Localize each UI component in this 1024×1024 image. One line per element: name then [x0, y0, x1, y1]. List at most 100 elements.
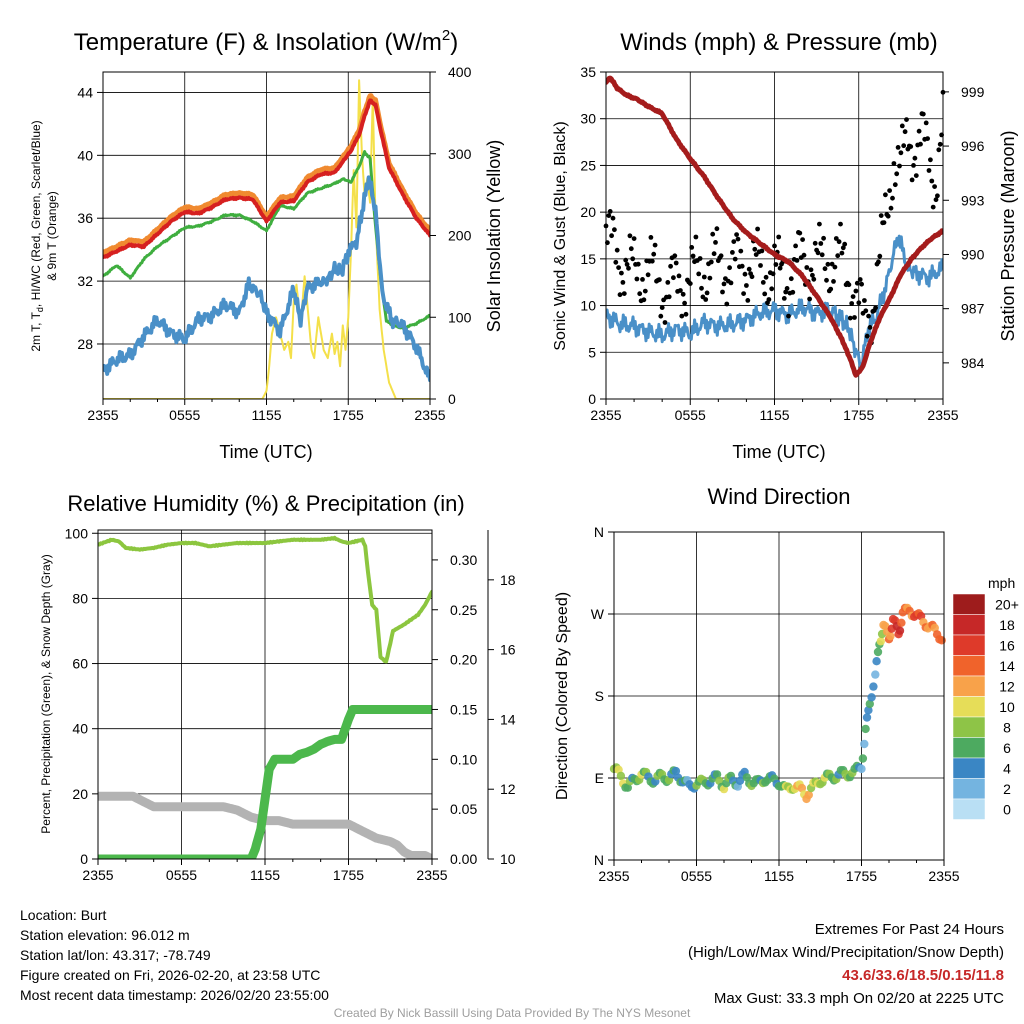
right-tick-label: 300: [448, 146, 472, 162]
gust-point: [606, 213, 612, 219]
gust-point: [832, 264, 838, 270]
gust-point: [918, 141, 923, 147]
gust-point: [929, 178, 935, 184]
gust-point: [810, 272, 815, 278]
extremes-title: Extremes For Past 24 Hours: [814, 921, 1004, 938]
gust-point: [739, 263, 745, 269]
gust-point: [703, 297, 709, 302]
wind-direction-x-ticks: 2355 0555 1155 1755 2355: [598, 860, 960, 884]
right-tick-label: 0.25: [450, 602, 477, 618]
colorbar-label: 8: [1003, 719, 1011, 735]
right-tick-label: 16: [500, 642, 516, 658]
gust-point: [928, 157, 933, 163]
gust-point: [672, 253, 678, 259]
gust-point: [793, 243, 798, 249]
gust-point: [862, 298, 867, 303]
gust-point: [708, 259, 714, 265]
gust-point: [932, 184, 937, 190]
x-tick-label: 0555: [169, 407, 200, 423]
humidity-title: Relative Humidity (%) & Precipitation (i…: [67, 491, 464, 516]
direction-point: [623, 783, 632, 792]
gust-point: [852, 315, 857, 320]
temperature-right-ticks: 0 100 200 300 400: [430, 64, 472, 407]
gust-point: [721, 281, 727, 287]
x-tick-label: 2355: [82, 867, 113, 883]
gust-point: [811, 276, 817, 282]
direction-point: [862, 713, 872, 722]
gust-point: [817, 221, 822, 227]
right-tick-label: 10: [500, 851, 516, 867]
gust-point: [763, 274, 769, 280]
gust-point: [800, 237, 805, 243]
right-tick-label: 0.10: [450, 751, 477, 767]
gust-point: [682, 300, 687, 306]
gust-point: [699, 285, 704, 291]
gust-point: [923, 120, 929, 126]
direction-point: [869, 682, 878, 691]
gust-point: [641, 297, 647, 303]
gust-point: [916, 128, 922, 134]
gust-point: [766, 297, 772, 302]
gust-point: [624, 262, 630, 267]
gust-point: [895, 145, 901, 150]
2m-t-line: [103, 98, 430, 260]
gust-point: [902, 129, 908, 135]
gust-point: [937, 141, 943, 147]
gust-point: [714, 226, 720, 232]
x-tick-label: 1755: [846, 868, 877, 884]
colorbar-swatch: [952, 798, 986, 820]
gust-point: [850, 294, 856, 299]
x-tick-label: 0555: [675, 407, 706, 423]
y-tick-label: 80: [72, 590, 88, 606]
wind-direction-plot-area: [609, 603, 946, 804]
y-tick-label: 20: [72, 786, 88, 802]
gust-point: [790, 289, 796, 295]
gust-point: [673, 260, 679, 266]
gust-point: [818, 241, 824, 246]
gust-point: [671, 275, 676, 281]
hi-wc-line: [103, 175, 430, 383]
direction-point: [671, 766, 681, 776]
wind-direction-y-label: Direction (Colored By Speed): [554, 592, 571, 800]
y-tick-label: 10: [580, 298, 596, 314]
gust-point: [713, 240, 718, 245]
gust-point: [630, 256, 636, 262]
gust-point: [640, 277, 645, 282]
gust-point: [854, 280, 860, 286]
gust-point: [822, 266, 828, 272]
gust-point: [760, 280, 766, 285]
gust-point: [710, 231, 716, 237]
gust-point: [645, 272, 651, 278]
colorbar-label: 18: [999, 617, 1015, 633]
gust-point: [885, 213, 891, 219]
gust-point: [815, 250, 821, 256]
gust-point: [853, 288, 859, 294]
pressure-y-label: Station Pressure (Maroon): [998, 130, 1018, 341]
colorbar-unit: mph: [988, 575, 1015, 591]
temperature-plot-area: [103, 79, 430, 399]
y-tick-label: 15: [580, 251, 596, 267]
colorbar-label: 16: [999, 637, 1015, 653]
gust-point: [762, 291, 768, 297]
gust-point: [920, 111, 926, 117]
y-tick-label: 25: [580, 157, 596, 173]
colorbar-swatch: [952, 737, 986, 759]
gust-point: [908, 144, 914, 150]
humidity-y-label: Percent, Precipitation (Green), & Snow D…: [39, 554, 53, 833]
direction-point: [860, 739, 869, 749]
wind-direction-grid: [613, 531, 945, 861]
winds-right-ticks: 984 987 990 993 996 999: [943, 84, 985, 371]
gust-point: [728, 280, 734, 286]
colorbar-swatch: [952, 655, 986, 677]
gust-point: [678, 288, 683, 293]
gust-point: [746, 266, 752, 272]
x-tick-label: 1155: [759, 407, 789, 423]
gust-point: [649, 258, 655, 264]
direction-point: [930, 623, 939, 633]
y-tick-label: 44: [77, 84, 93, 100]
gust-point: [758, 263, 763, 268]
y-tick-label: E: [595, 770, 604, 786]
gust-point: [730, 250, 735, 255]
direction-point: [871, 670, 880, 679]
right-tick-label: 990: [961, 246, 985, 262]
